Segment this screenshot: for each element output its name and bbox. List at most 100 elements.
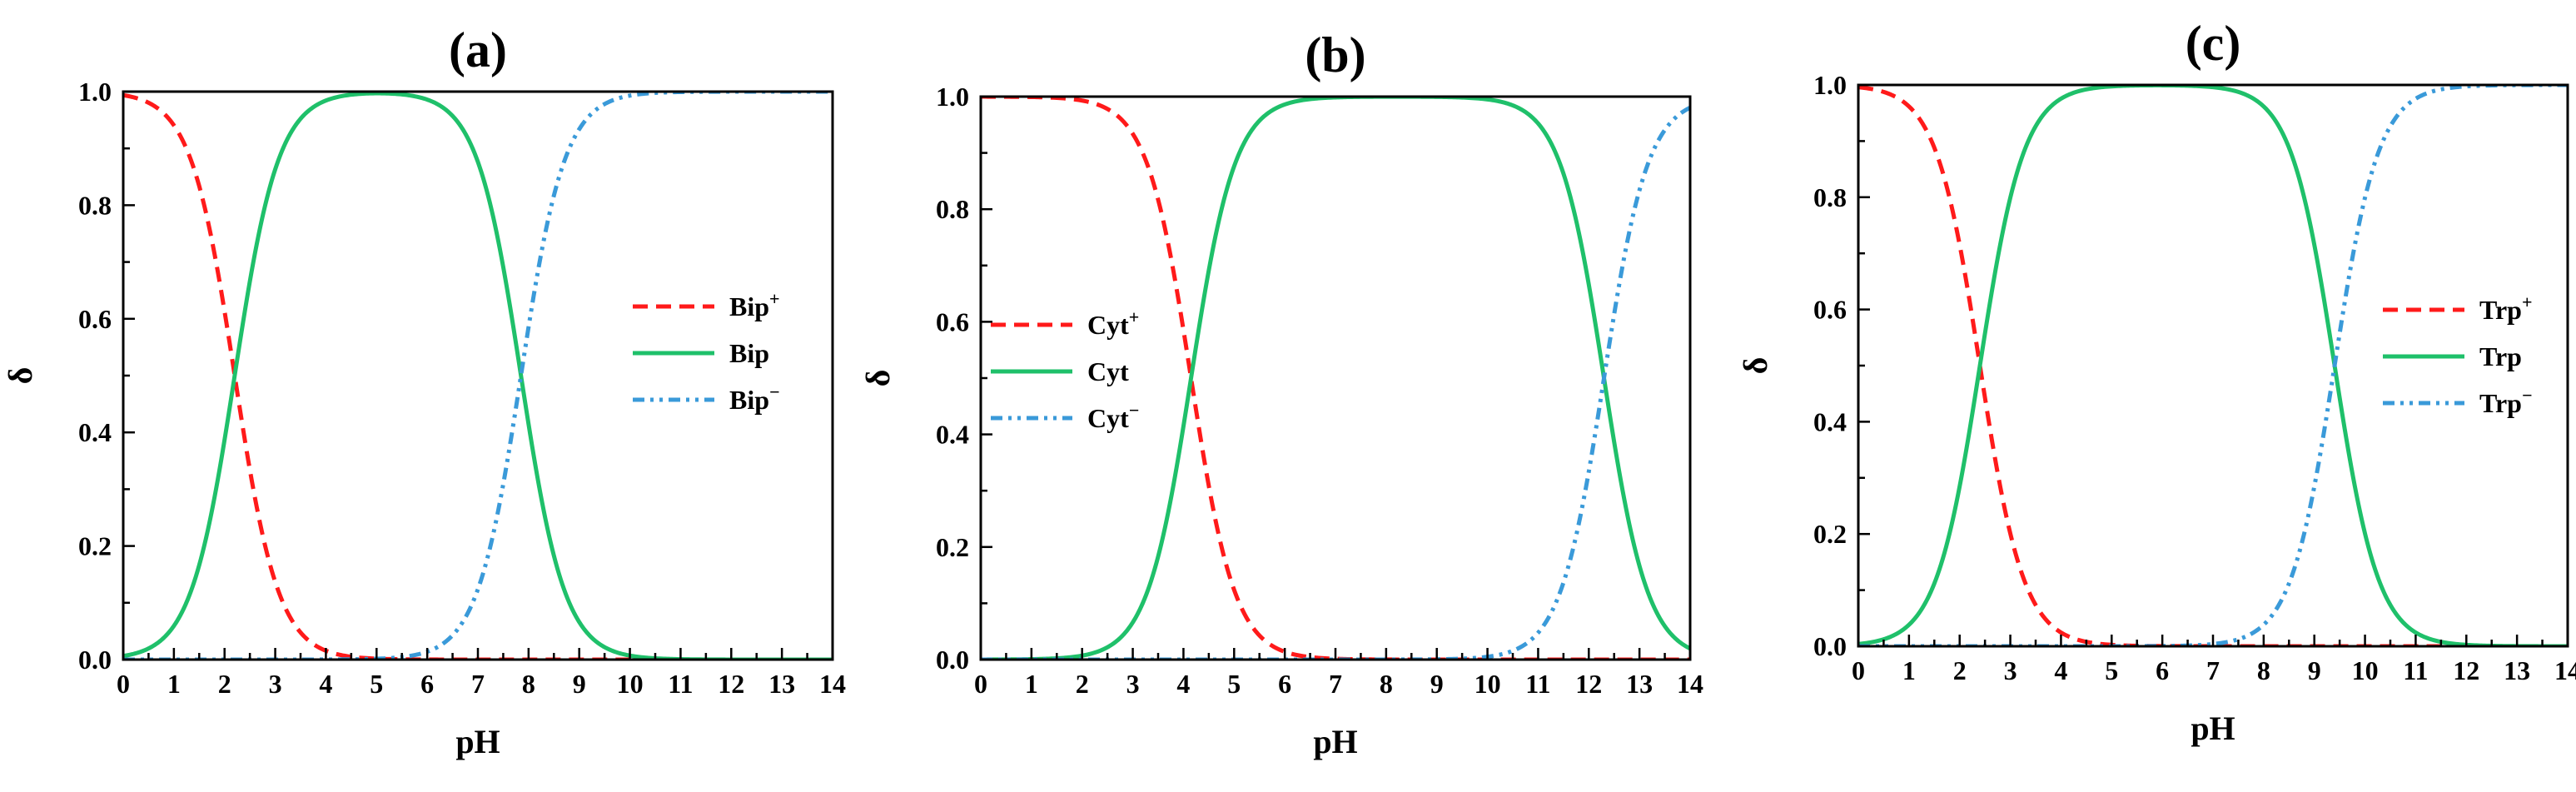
y-axis: 0.0 0.2 0.4 0.6 0.8 1.0 bbox=[936, 82, 992, 675]
x-tick-label: 10 bbox=[2352, 655, 2379, 685]
x-tick-label: 2 bbox=[1076, 669, 1089, 699]
legend-label-text: Bip bbox=[729, 385, 769, 415]
x-axis: 0 1 2 3 4 5 6 7 8 9 10 11 12 13 14 bbox=[117, 648, 846, 699]
legend-label: Cyt bbox=[1087, 356, 1129, 386]
chart-title-b: (b) bbox=[1305, 27, 1365, 82]
x-tick-label: 3 bbox=[269, 669, 282, 699]
chart-title-a: (a) bbox=[449, 22, 507, 77]
x-tick-label: 1 bbox=[1902, 655, 1916, 685]
y-tick-label: 0.2 bbox=[1813, 519, 1847, 549]
x-axis: 0 1 2 3 4 5 6 7 8 9 10 11 12 13 14 bbox=[1852, 635, 2576, 685]
legend-label-superscript: + bbox=[769, 288, 780, 309]
x-tick-label: 11 bbox=[2403, 655, 2428, 685]
legend-label-text: Trp bbox=[2479, 295, 2522, 325]
x-tick-label: 14 bbox=[819, 669, 846, 699]
y-tick-label: 0.4 bbox=[1813, 406, 1847, 436]
series-line-trp bbox=[1858, 85, 2568, 646]
x-tick-label: 4 bbox=[1176, 669, 1190, 699]
series-line-trp-minus bbox=[1858, 85, 2568, 646]
legend-label: Trp− bbox=[2479, 385, 2533, 418]
x-tick-label: 6 bbox=[420, 669, 434, 699]
x-tick-label: 7 bbox=[2206, 655, 2220, 685]
y-tick-label: 0.0 bbox=[78, 645, 112, 675]
x-tick-label: 9 bbox=[1430, 669, 1444, 699]
series-line-bip-minus bbox=[123, 92, 833, 660]
x-tick-label: 8 bbox=[1380, 669, 1393, 699]
x-tick-label: 12 bbox=[1575, 669, 1602, 699]
x-tick-label: 1 bbox=[1025, 669, 1038, 699]
plot-frame bbox=[122, 90, 834, 661]
x-tick-label: 13 bbox=[1626, 669, 1653, 699]
y-axis: 0.0 0.2 0.4 0.6 0.8 1.0 bbox=[1813, 70, 1870, 661]
x-tick-label: 6 bbox=[2156, 655, 2169, 685]
y-tick-label: 0.6 bbox=[936, 306, 969, 336]
x-tick-label: 7 bbox=[471, 669, 485, 699]
y-axis-label: δ bbox=[859, 370, 897, 387]
series-line-trp-plus bbox=[1858, 85, 2568, 646]
chart-panel-b: (b)0 1 2 3 4 5 6 7 8 9 10 11 12 13 140.00.20.40.60.81.… bbox=[859, 27, 1703, 760]
y-tick-label: 0.4 bbox=[936, 420, 969, 450]
x-tick-label: 10 bbox=[1474, 669, 1501, 699]
legend-label-text: Cyt bbox=[1087, 403, 1129, 433]
x-tick-label: 7 bbox=[1329, 669, 1342, 699]
x-tick-label: 5 bbox=[2105, 655, 2118, 685]
y-tick-label: 0.0 bbox=[936, 645, 969, 675]
legend-label: Cyt+ bbox=[1087, 306, 1139, 340]
x-tick-label: 0 bbox=[974, 669, 987, 699]
legend-label: Cyt− bbox=[1087, 400, 1139, 433]
legend-label-superscript: − bbox=[1129, 400, 1140, 421]
legend-label: Trp+ bbox=[2479, 291, 2533, 325]
legend-label-superscript: + bbox=[2522, 291, 2533, 312]
legend-label: Trp bbox=[2479, 341, 2522, 371]
legend-label: Bip− bbox=[729, 381, 780, 415]
x-tick-label: 5 bbox=[1227, 669, 1241, 699]
x-axis-label: pH bbox=[2191, 710, 2235, 747]
legend-label-superscript: − bbox=[769, 381, 780, 402]
legend-label-text: Cyt bbox=[1087, 356, 1129, 386]
x-tick-label: 8 bbox=[2257, 655, 2270, 685]
x-tick-label: 1 bbox=[167, 669, 181, 699]
x-tick-label: 14 bbox=[1677, 669, 1703, 699]
y-tick-label: 0.2 bbox=[78, 531, 112, 561]
y-tick-label: 0.6 bbox=[1813, 295, 1847, 325]
x-tick-label: 12 bbox=[718, 669, 744, 699]
x-tick-label: 4 bbox=[319, 669, 332, 699]
x-tick-label: 8 bbox=[522, 669, 535, 699]
x-tick-label: 11 bbox=[1525, 669, 1550, 699]
y-tick-label: 0.2 bbox=[936, 532, 969, 562]
legend-label-text: Cyt bbox=[1087, 310, 1129, 340]
plot-frame bbox=[1857, 83, 2569, 648]
y-tick-label: 1.0 bbox=[936, 82, 969, 112]
x-tick-label: 9 bbox=[573, 669, 586, 699]
legend-label: Bip+ bbox=[729, 288, 780, 321]
x-tick-label: 3 bbox=[2004, 655, 2017, 685]
x-tick-label: 0 bbox=[117, 669, 130, 699]
x-tick-label: 13 bbox=[768, 669, 795, 699]
x-tick-label: 13 bbox=[2504, 655, 2530, 685]
y-tick-label: 0.8 bbox=[78, 190, 112, 220]
x-tick-label: 3 bbox=[1126, 669, 1140, 699]
x-axis-label: pH bbox=[1313, 723, 1357, 760]
y-tick-label: 0.8 bbox=[936, 194, 969, 224]
x-tick-label: 11 bbox=[668, 669, 693, 699]
legend-label-superscript: + bbox=[1129, 306, 1140, 327]
series-line-cyt-plus bbox=[981, 97, 1690, 660]
x-tick-label: 12 bbox=[2453, 655, 2479, 685]
y-tick-label: 0.6 bbox=[78, 304, 112, 334]
y-tick-label: 1.0 bbox=[1813, 70, 1847, 100]
legend-label: Bip bbox=[729, 338, 769, 368]
y-tick-label: 0.4 bbox=[78, 417, 112, 447]
chart-title-c: (c) bbox=[2186, 16, 2241, 71]
legend-label-text: Trp bbox=[2479, 388, 2522, 418]
legend-label-superscript: − bbox=[2522, 385, 2533, 406]
x-tick-label: 14 bbox=[2554, 655, 2576, 685]
x-tick-label: 10 bbox=[617, 669, 644, 699]
y-tick-label: 0.0 bbox=[1813, 631, 1847, 661]
x-tick-label: 0 bbox=[1852, 655, 1865, 685]
series-line-cyt-minus bbox=[981, 105, 1690, 660]
legend-label-text: Trp bbox=[2479, 341, 2522, 371]
